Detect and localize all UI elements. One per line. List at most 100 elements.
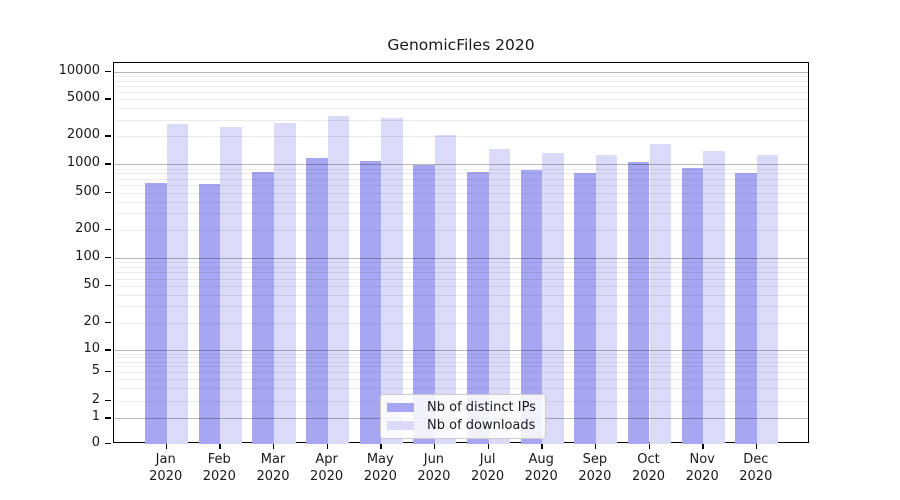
- gridline-minor: [114, 361, 808, 363]
- x-tick-label-may: May 2020: [363, 452, 397, 484]
- y-tick: [105, 417, 111, 419]
- gridline-minor: [114, 262, 808, 264]
- y-tick: [105, 284, 111, 287]
- gridline-minor: [114, 85, 808, 87]
- gridline-major: [114, 164, 808, 166]
- bar-downloads-dec: [756, 155, 779, 444]
- bar-distinct-ips-oct: [627, 161, 650, 444]
- gridline-minor: [114, 306, 808, 308]
- legend-entry-distinct-ips: Nb of distinct IPs: [387, 400, 537, 415]
- gridline-minor: [114, 266, 808, 268]
- bar-downloads-jul: [488, 149, 511, 444]
- legend-label-distinct-ips: Nb of distinct IPs: [427, 400, 536, 415]
- bar-distinct-ips-may: [359, 160, 382, 444]
- bar-downloads-feb: [220, 127, 242, 444]
- x-tick-label-dec: Dec 2020: [739, 452, 773, 484]
- gridline-minor: [114, 357, 808, 359]
- gridline-minor: [114, 378, 808, 380]
- bar-downloads-may: [381, 118, 403, 444]
- x-tick: [326, 444, 328, 449]
- bar-distinct-ips-sep: [574, 173, 596, 444]
- y-tick-label: 200: [75, 220, 100, 236]
- bar-downloads-nov: [703, 150, 725, 444]
- x-tick-label-mar: Mar 2020: [256, 452, 290, 484]
- bar-distinct-ips-apr: [306, 158, 328, 444]
- gridline-minor: [114, 99, 808, 101]
- bar-distinct-ips-feb: [198, 183, 221, 444]
- bar-downloads-sep: [595, 155, 618, 444]
- x-tick: [755, 444, 758, 449]
- y-tick-label: 10: [83, 341, 100, 357]
- y-tick: [105, 257, 111, 259]
- y-tick: [105, 443, 111, 445]
- x-tick-label-aug: Aug 2020: [524, 452, 558, 484]
- x-tick: [433, 444, 436, 449]
- x-tick-label-nov: Nov 2020: [685, 452, 719, 484]
- y-tick-label: 5: [91, 363, 100, 378]
- x-tick: [541, 444, 543, 449]
- gridline-minor: [114, 168, 808, 170]
- x-tick: [702, 444, 704, 449]
- y-tick: [105, 371, 111, 373]
- gridline-minor: [114, 285, 808, 287]
- gridline-minor: [114, 387, 808, 389]
- y-tick-label: 5000: [66, 90, 100, 106]
- y-tick-label: 0: [91, 435, 100, 450]
- bar-downloads-apr: [327, 115, 350, 444]
- y-tick-label: 2000: [66, 127, 100, 143]
- gridline-minor: [114, 294, 808, 296]
- y-tick: [105, 321, 111, 323]
- legend-swatch-distinct-ips: [387, 403, 414, 412]
- gridline-minor: [114, 366, 808, 368]
- x-tick: [594, 444, 597, 449]
- gridline-minor: [114, 92, 808, 94]
- gridline-minor: [114, 213, 808, 215]
- y-tick: [105, 228, 111, 231]
- bar-downloads-aug: [542, 153, 564, 444]
- y-tick-label: 20: [83, 313, 100, 329]
- legend-swatch-downloads: [387, 421, 414, 430]
- gridline-minor: [114, 120, 808, 121]
- gridline-minor: [114, 80, 808, 82]
- gridline-major: [114, 71, 808, 73]
- gridline-minor: [114, 322, 808, 324]
- chart-title: GenomicFiles 2020: [387, 36, 535, 54]
- bar-distinct-ips-aug: [520, 169, 543, 444]
- x-tick-label-jun: Jun 2020: [417, 452, 451, 484]
- gridline-minor: [114, 272, 808, 274]
- y-tick: [105, 70, 111, 72]
- bar-distinct-ips-jul: [467, 172, 489, 444]
- gridline-minor: [114, 353, 808, 355]
- x-tick-label-feb: Feb 2020: [202, 452, 236, 484]
- y-tick: [105, 191, 111, 193]
- gridline-minor: [114, 372, 808, 373]
- x-tick: [273, 444, 275, 449]
- bar-distinct-ips-jun: [413, 165, 435, 444]
- gridline-major: [114, 258, 808, 259]
- bar-distinct-ips-dec: [735, 172, 757, 444]
- y-tick-label: 50: [83, 276, 100, 292]
- x-tick: [380, 444, 382, 449]
- x-tick: [165, 444, 168, 449]
- x-tick: [648, 444, 650, 449]
- x-tick-label-sep: Sep 2020: [578, 452, 612, 484]
- bar-downloads-oct: [649, 144, 672, 444]
- legend: Nb of distinct IPs Nb of downloads: [380, 394, 546, 439]
- y-tick: [105, 163, 111, 165]
- y-tick-label: 500: [75, 183, 100, 199]
- x-tick: [219, 444, 221, 449]
- y-tick-label: 10000: [58, 62, 100, 78]
- gridline-minor: [114, 192, 808, 194]
- bar-distinct-ips-jan: [145, 182, 167, 444]
- y-tick: [105, 349, 111, 351]
- gridline-minor: [114, 185, 808, 187]
- y-tick-label: 1000: [66, 155, 100, 171]
- gridline-minor: [114, 201, 808, 203]
- bar-downloads-jun: [434, 135, 457, 444]
- y-tick: [105, 135, 111, 137]
- gridline-minor: [114, 173, 808, 175]
- bar-downloads-mar: [274, 122, 296, 444]
- y-tick: [105, 399, 111, 401]
- x-tick-label-jan: Jan 2020: [149, 452, 183, 484]
